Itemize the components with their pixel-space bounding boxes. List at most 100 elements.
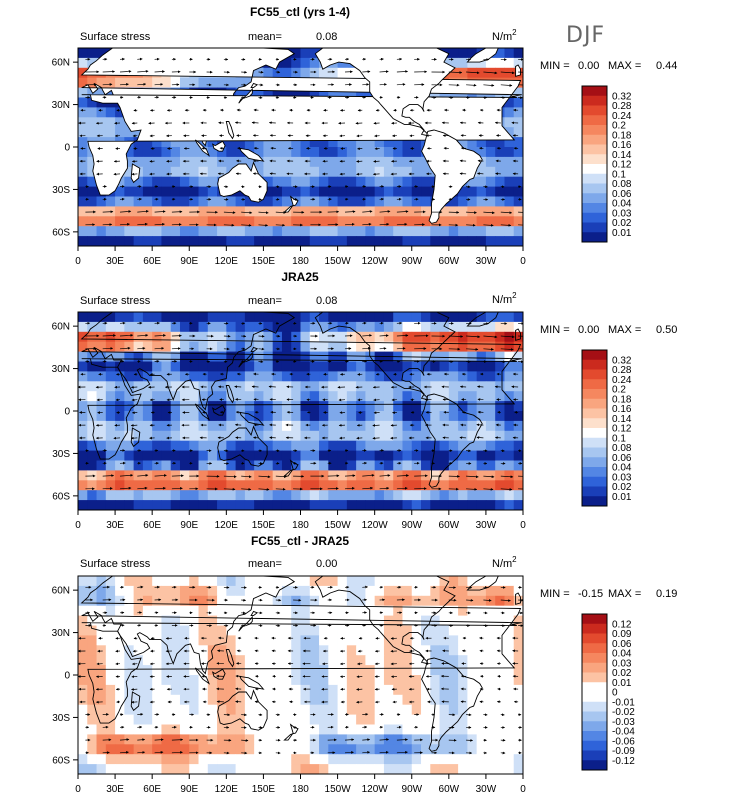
heatmap-cell xyxy=(300,470,311,481)
heatmap-cell xyxy=(476,665,487,676)
heatmap-cell xyxy=(421,226,431,237)
wind-vector xyxy=(102,70,116,73)
heatmap-cell xyxy=(383,430,394,442)
heatmap-cell xyxy=(272,734,283,745)
heatmap-cell xyxy=(513,351,523,362)
heatmap-cell xyxy=(467,411,478,422)
continent-outline xyxy=(515,328,521,341)
heatmap-cell xyxy=(133,341,144,352)
heatmap-cell xyxy=(309,665,320,676)
heatmap-cell xyxy=(189,625,199,636)
heatmap-cell xyxy=(96,724,107,735)
heatmap-cell xyxy=(439,371,450,382)
heatmap-cell xyxy=(254,595,264,607)
heatmap-cell xyxy=(78,684,88,696)
wind-vector xyxy=(518,71,523,73)
heatmap-cell xyxy=(467,576,478,587)
heatmap-cell xyxy=(207,585,218,597)
colorbar-swatch xyxy=(582,115,607,126)
wind-vector xyxy=(362,210,373,213)
wind-vector xyxy=(518,488,523,490)
heatmap-cell xyxy=(142,420,153,432)
heatmap-cell xyxy=(495,206,505,217)
heatmap-cell xyxy=(207,156,218,168)
wind-vector xyxy=(119,210,132,213)
heatmap-cell xyxy=(402,420,413,432)
heatmap-cell xyxy=(346,605,357,616)
heatmap-cell xyxy=(309,226,320,237)
heatmap-cell xyxy=(179,744,190,755)
heatmap-cell xyxy=(402,480,413,491)
heatmap-cell xyxy=(458,576,468,587)
heatmap-cell xyxy=(411,684,422,696)
heatmap-cell xyxy=(337,754,348,765)
heatmap-cell xyxy=(152,754,162,765)
heatmap-cell xyxy=(365,585,376,597)
heatmap-cell xyxy=(142,401,153,412)
heatmap-cell xyxy=(393,361,403,372)
heatmap-cell xyxy=(263,605,274,616)
colorbar-swatch xyxy=(582,369,607,380)
heatmap-cell xyxy=(300,684,311,696)
heatmap-cell xyxy=(235,440,246,451)
heatmap-cell xyxy=(495,754,505,765)
heatmap-cell xyxy=(281,176,292,187)
wind-vector xyxy=(476,436,484,439)
heatmap-cell xyxy=(439,500,450,510)
wind-vector xyxy=(223,487,236,491)
heatmap-cell xyxy=(430,331,440,343)
heatmap-cell xyxy=(421,734,431,745)
colorbar-swatch xyxy=(582,418,607,429)
heatmap-cell xyxy=(309,371,320,382)
wind-vector xyxy=(379,334,389,337)
heatmap-cell xyxy=(337,694,348,706)
heatmap-cell xyxy=(152,440,162,451)
heatmap-cell xyxy=(96,470,107,481)
heatmap-cell xyxy=(513,236,523,246)
heatmap-cell xyxy=(448,714,459,725)
heatmap-cell xyxy=(513,655,523,666)
heatmap-cell xyxy=(170,206,181,217)
colorbar-swatch xyxy=(582,476,607,487)
heatmap-cell xyxy=(485,166,496,178)
heatmap-cell xyxy=(115,411,125,422)
heatmap-cell xyxy=(476,411,487,422)
heatmap-cell xyxy=(328,361,338,372)
heatmap-cell xyxy=(365,754,376,765)
heatmap-cell xyxy=(133,77,144,88)
heatmap-cell xyxy=(356,321,366,333)
heatmap-cell xyxy=(263,764,274,774)
heatmap-cell xyxy=(365,401,376,412)
heatmap-cell xyxy=(254,470,264,481)
heatmap-cell xyxy=(152,605,162,616)
wind-vector xyxy=(362,486,374,490)
continent-outline xyxy=(81,358,517,460)
heatmap-cell xyxy=(328,137,338,148)
heatmap-cell xyxy=(152,430,162,442)
heatmap-cell xyxy=(365,312,376,323)
heatmap-cell xyxy=(421,744,431,755)
colorbar-swatch xyxy=(582,398,607,409)
continent-outline xyxy=(466,312,499,327)
heatmap-cell xyxy=(513,321,523,333)
heatmap-cell xyxy=(337,645,348,656)
heatmap-cell xyxy=(439,714,450,725)
wind-vector xyxy=(500,71,515,75)
heatmap-cell xyxy=(207,186,218,197)
heatmap-cell xyxy=(235,585,246,597)
heatmap-cell xyxy=(504,216,515,227)
heatmap-cell xyxy=(495,480,505,491)
heatmap-cell xyxy=(495,401,505,412)
panel-2-max-value: 0.50 xyxy=(656,324,677,336)
heatmap-cell xyxy=(142,480,153,491)
heatmap-cell xyxy=(217,381,227,392)
heatmap-cell xyxy=(291,166,301,178)
heatmap-cell xyxy=(346,480,357,491)
heatmap-cell xyxy=(365,744,376,755)
heatmap-cell xyxy=(115,665,125,676)
heatmap-cell xyxy=(226,645,236,656)
heatmap-cell xyxy=(198,764,209,774)
heatmap-cell xyxy=(272,744,283,755)
heatmap-cell xyxy=(458,585,468,597)
heatmap-cell xyxy=(142,734,153,745)
